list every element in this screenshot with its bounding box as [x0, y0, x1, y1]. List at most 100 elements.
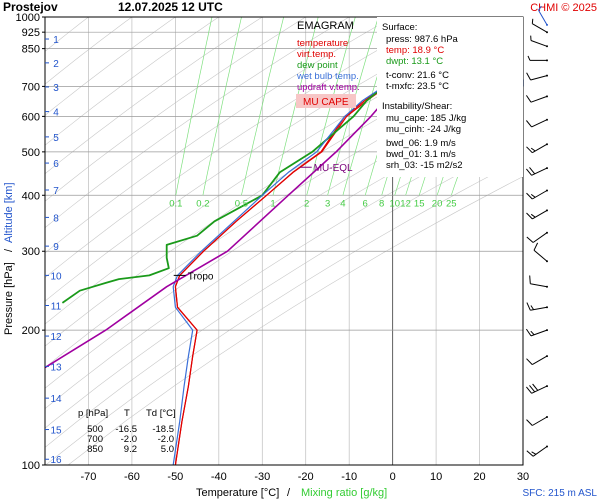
wind-barb: [526, 72, 548, 81]
wind-barb-flag: [529, 167, 536, 175]
wind-barb-dot: [546, 118, 548, 121]
wind-barb-flag: [526, 168, 532, 176]
surface-press: press: 987.6 hPa: [386, 34, 459, 45]
instability-title: Instability/Shear:: [382, 101, 452, 112]
mixing-ratio-label: 20: [432, 198, 443, 209]
table-cell: 850: [87, 444, 103, 455]
altitude-tick-label: 12: [50, 332, 62, 343]
mixing-ratio-line: [202, 17, 242, 196]
wind-barb-flag: [533, 242, 539, 251]
mixing-ratio-label: 25: [446, 198, 457, 209]
wind-barb: [526, 416, 548, 426]
wind-barb-flag: [538, 5, 542, 11]
pressure-tick-label: 300: [22, 246, 40, 258]
wind-barb: [527, 55, 548, 62]
wind-barb-flag: [527, 55, 531, 61]
mixing-ratio-line: [175, 17, 213, 196]
wind-barb: [526, 118, 548, 128]
legend-virt-temp: virt.temp.: [297, 49, 336, 60]
wind-barb-staff: [531, 385, 548, 394]
wind-barb-flag: [526, 72, 532, 81]
wind-barb: [526, 143, 548, 154]
altitude-tick-label: 13: [50, 362, 62, 373]
mixing-ratio-label: 4: [340, 198, 345, 209]
x-axis-label-mixing: Mixing ratio [g/kg]: [301, 487, 387, 499]
table-cell: 9.2: [124, 444, 137, 455]
wind-barb-dot: [546, 209, 548, 212]
wind-barb-flag: [532, 383, 539, 391]
mixing-ratio-label: 15: [414, 198, 425, 209]
station-name: Prostejov: [3, 0, 58, 14]
plot-frame: [44, 16, 524, 466]
temperature-tick-label: -40: [211, 471, 227, 483]
wind-barb-flag: [531, 451, 537, 455]
wind-barb-dot: [546, 260, 548, 263]
pressure-tick-label: 500: [22, 147, 40, 159]
temperature-tick-label: -60: [124, 471, 140, 483]
pressure-tick-label: 925: [22, 27, 40, 39]
x-axis-label: Temperature [°C]: [196, 487, 279, 499]
temperature-tick-label: -70: [81, 471, 97, 483]
wind-barb-staff: [533, 249, 548, 262]
wind-barb: [526, 167, 548, 176]
datetime: 12.07.2025 12 UTC: [118, 0, 223, 14]
temperature-tick-label: 0: [390, 471, 396, 483]
wind-barb: [526, 209, 548, 220]
table-cell: -16.5: [115, 424, 137, 435]
wind-barb-flag: [526, 358, 533, 365]
wind-panel: [524, 17, 600, 465]
wind-barb: [530, 35, 548, 48]
wind-barb: [526, 302, 548, 311]
chart-title: EMAGRAM: [297, 20, 354, 32]
wind-barb-flag: [530, 330, 535, 336]
wind-barb-dot: [546, 306, 548, 309]
pressure-tick-label: 600: [22, 111, 40, 123]
mixing-ratio-label: 2: [304, 198, 309, 209]
temperature-tick-label: -30: [254, 471, 270, 483]
legend-wet-bulb: wet bulb temp.: [296, 71, 359, 82]
wind-barb-staff: [530, 95, 548, 103]
shear-bwd-01: bwd_01: 3.1 m/s: [386, 149, 456, 160]
wind-barb-dot: [546, 231, 548, 234]
temperature-tick-label: -20: [298, 471, 314, 483]
wind-barb-flag: [526, 236, 534, 243]
wind-barb-flag: [530, 193, 536, 198]
altitude-tick-label: 11: [51, 302, 62, 313]
wind-barb-dot: [546, 445, 548, 448]
wind-barb: [538, 5, 548, 26]
axes-layer: 1002003004005006007008509251000123456789…: [16, 12, 530, 483]
wind-barb-dot: [546, 355, 548, 358]
wind-barb-dot: [546, 45, 548, 48]
altitude-tick-label: 4: [53, 108, 59, 119]
wind-barb-staff: [531, 167, 548, 176]
mixing-ratio-label: 3: [325, 198, 330, 209]
surface-dwpt: dwpt: 13.1 °C: [386, 56, 443, 67]
wind-barb-flag: [531, 18, 534, 24]
wind-barb-dot: [546, 189, 548, 192]
table-header-t: T: [124, 408, 130, 419]
wind-barb-dot: [546, 416, 548, 418]
wind-barb: [526, 231, 548, 243]
temperature-tick-label: 10: [430, 471, 442, 483]
mixing-ratio-label: 8: [379, 198, 384, 209]
wind-barb-flag: [526, 192, 533, 200]
altitude-tick-label: 8: [53, 213, 59, 224]
wind-barb: [526, 445, 548, 457]
wind-barb-staff: [532, 355, 548, 366]
surface-tmxfc: t-mxfc: 23.5 °C: [386, 81, 449, 92]
wind-barb-staff: [531, 119, 548, 128]
wind-barb: [533, 242, 548, 263]
instability-mu-cinh: mu_cinh: -24 J/kg: [386, 124, 461, 135]
wind-barb-dot: [546, 59, 548, 62]
sfc-label: SFC: 215 m ASL: [523, 488, 598, 499]
pressure-tick-label: 400: [22, 190, 40, 202]
wind-barb: [529, 275, 548, 288]
wind-barb-staff: [530, 283, 548, 288]
mixing-ratio-label: 1: [270, 198, 275, 209]
wind-barb-staff: [530, 75, 548, 81]
mixing-ratio-line: [306, 17, 356, 196]
dry-adiabat: [67, 176, 523, 465]
mixing-ratio-line: [272, 17, 319, 196]
wind-barb: [526, 189, 548, 200]
